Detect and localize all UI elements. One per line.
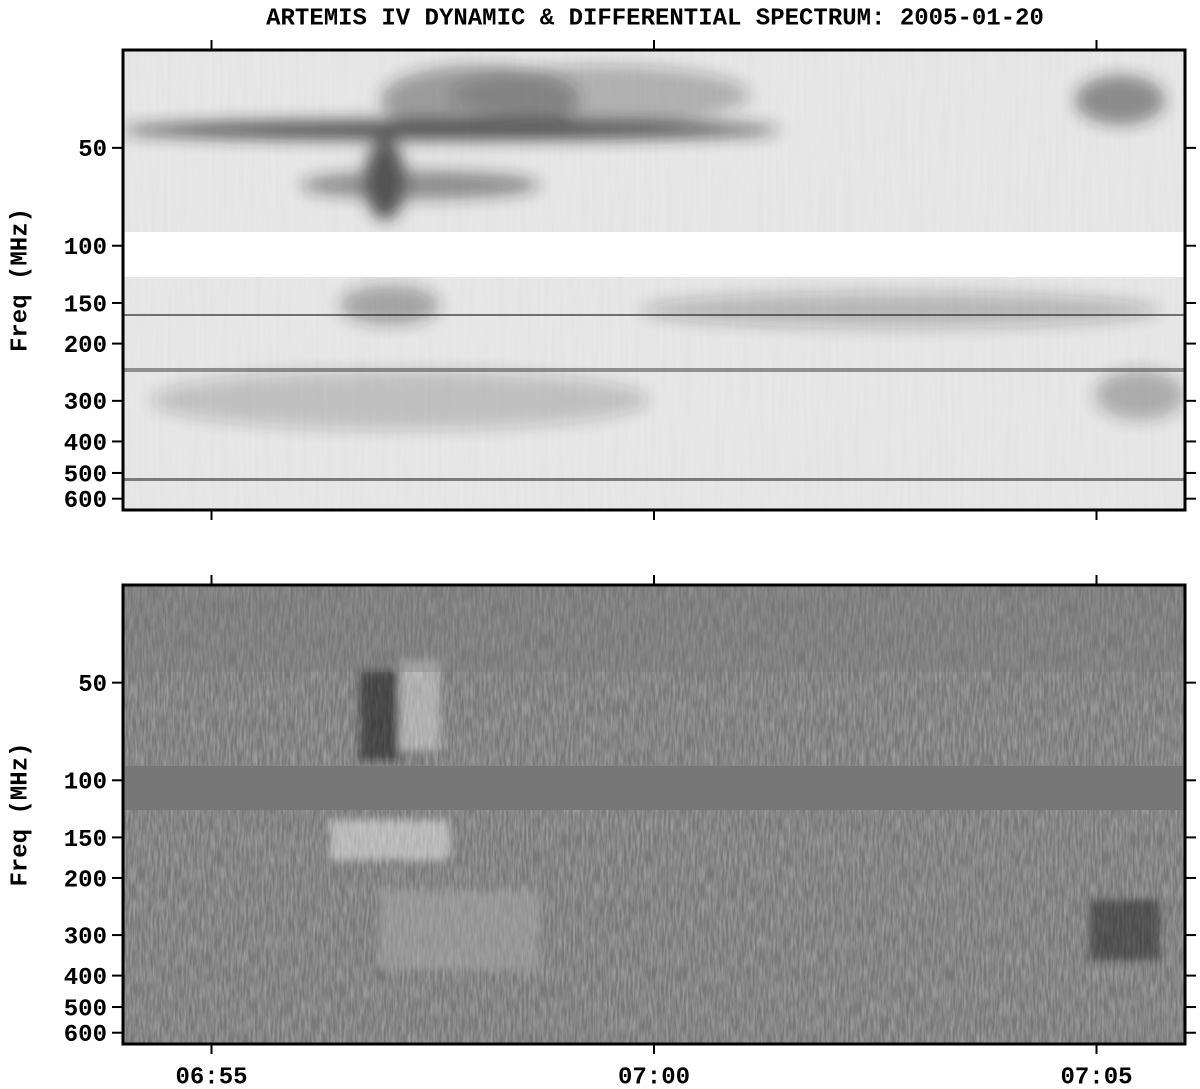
y-tick-label: 400 — [64, 431, 107, 458]
y-tick-label: 50 — [78, 137, 107, 164]
spectrum-image — [123, 50, 1185, 510]
x-tick-label: 07:05 — [1060, 1064, 1132, 1089]
differential-image — [123, 585, 1185, 1044]
y-tick-label: 400 — [64, 965, 107, 992]
chart-title: ARTEMIS IV DYNAMIC & DIFFERENTIAL SPECTR… — [266, 5, 1044, 32]
y-tick-label: 600 — [64, 488, 107, 515]
y-tick-label: 150 — [64, 827, 107, 854]
y-tick-label: 600 — [64, 1022, 107, 1049]
y-tick-label: 50 — [78, 672, 107, 699]
x-tick-label: 07:00 — [618, 1064, 690, 1089]
y-axis-label: Freq (MHz) — [7, 742, 34, 886]
y-tick-label: 100 — [64, 235, 107, 262]
y-tick-label: 300 — [64, 390, 107, 417]
y-tick-label: 300 — [64, 924, 107, 951]
y-tick-label: 200 — [64, 333, 107, 360]
y-tick-label: 150 — [64, 292, 107, 319]
x-tick-label: 06:55 — [175, 1064, 247, 1089]
y-tick-label: 500 — [64, 462, 107, 489]
y-tick-label: 100 — [64, 770, 107, 797]
y-tick-label: 500 — [64, 996, 107, 1023]
y-tick-label: 200 — [64, 867, 107, 894]
y-axis-label: Freq (MHz) — [7, 208, 34, 352]
